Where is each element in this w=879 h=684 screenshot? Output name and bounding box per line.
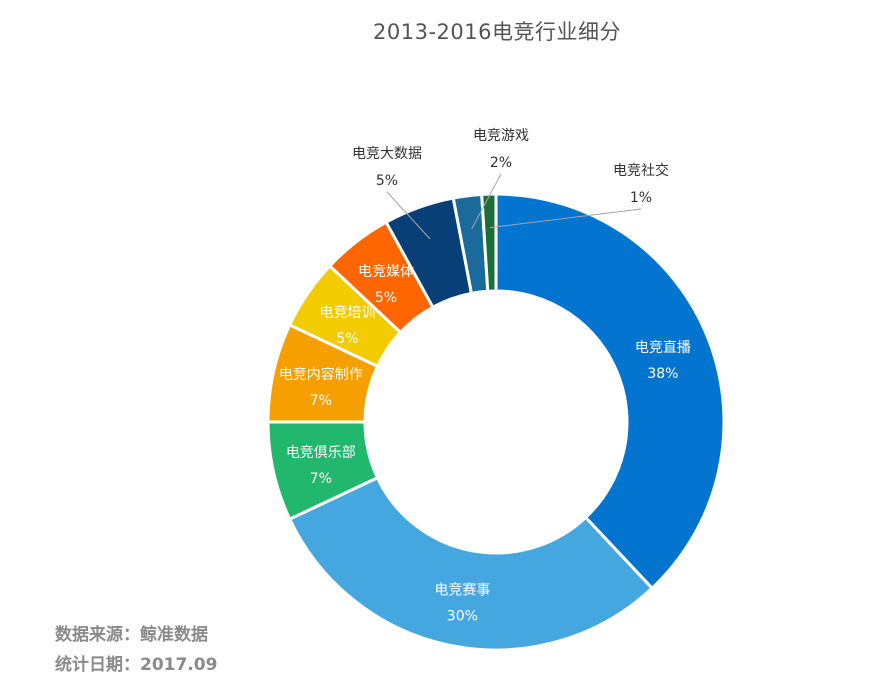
slice-category-label: 电竞内容制作: [279, 366, 363, 383]
slice-value-label: 7%: [310, 393, 332, 409]
slice-value-label: 1%: [630, 190, 652, 206]
slice-value-label: 5%: [376, 173, 398, 189]
slice-category-label: 电竞直播: [635, 339, 691, 356]
donut-slice-1: [287, 475, 655, 652]
slice-value-label: 2%: [490, 155, 512, 171]
slice-value-label: 7%: [310, 471, 332, 487]
slice-category-label: 电竞赛事: [434, 581, 490, 598]
slice-value-label: 30%: [447, 608, 478, 624]
donut-slice-8: [480, 192, 498, 293]
slice-group: [266, 192, 726, 652]
slice-category-label: 电竞大数据: [352, 145, 422, 162]
slice-value-label: 5%: [375, 290, 397, 306]
donut-slice-0: [494, 192, 726, 591]
chart-title: 2013-2016电竞行业细分: [373, 20, 621, 44]
leader-line: [489, 208, 642, 229]
slice-category-label: 电竞社交: [613, 162, 669, 179]
slice-category-label: 电竞游戏: [473, 127, 529, 144]
leader-line-group: [386, 173, 642, 240]
slice-category-label: 电竞媒体: [358, 263, 414, 280]
leader-line: [471, 173, 502, 230]
slice-value-label: 5%: [336, 331, 358, 347]
slice-value-label: 38%: [647, 366, 678, 382]
label-group: 电竞直播38%电竞赛事30%电竞俱乐部7%电竞内容制作7%电竞培训5%电竞媒体5…: [279, 127, 691, 624]
stat-date-note: 统计日期：2017.09: [55, 655, 218, 675]
slice-category-label: 电竞培训: [320, 304, 376, 321]
slice-category-label: 电竞俱乐部: [286, 444, 356, 461]
leader-line: [386, 191, 431, 240]
data-source-note: 数据来源：鲸准数据: [55, 625, 208, 645]
